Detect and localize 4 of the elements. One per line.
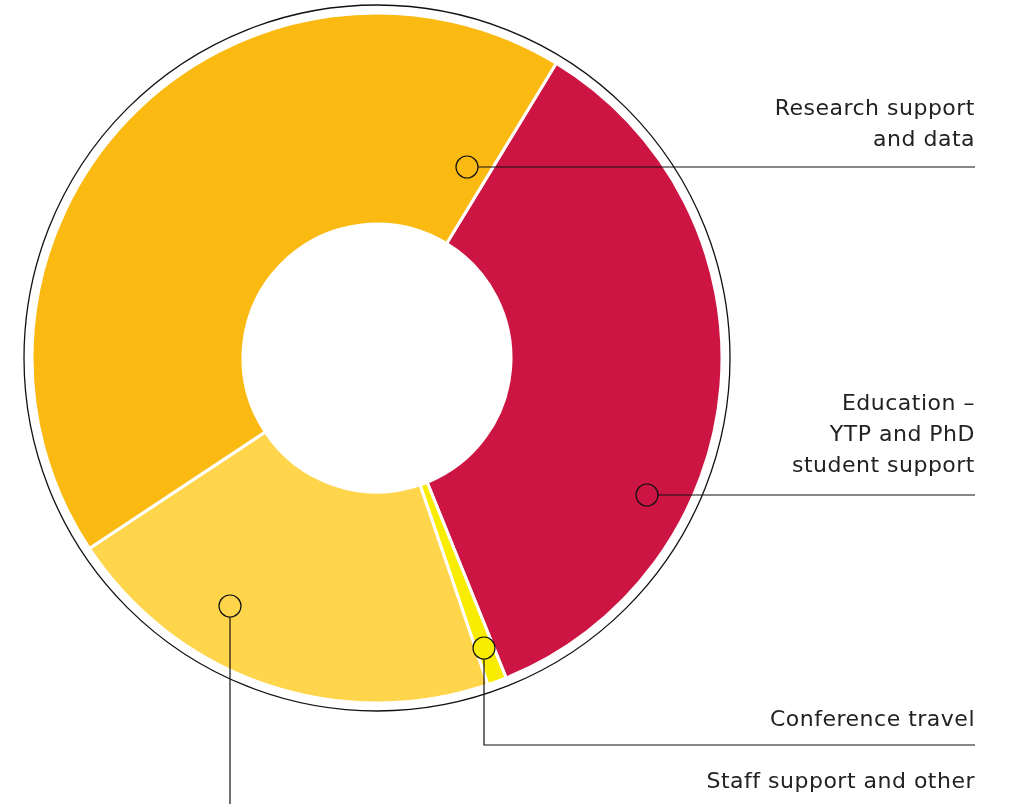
slice-label: Staff support and other bbox=[706, 767, 975, 795]
slice-label: Conference travel bbox=[769, 705, 975, 733]
slice-label: Research support and data bbox=[774, 94, 975, 153]
slice-label: Education – YTP and PhD student support bbox=[791, 389, 975, 479]
